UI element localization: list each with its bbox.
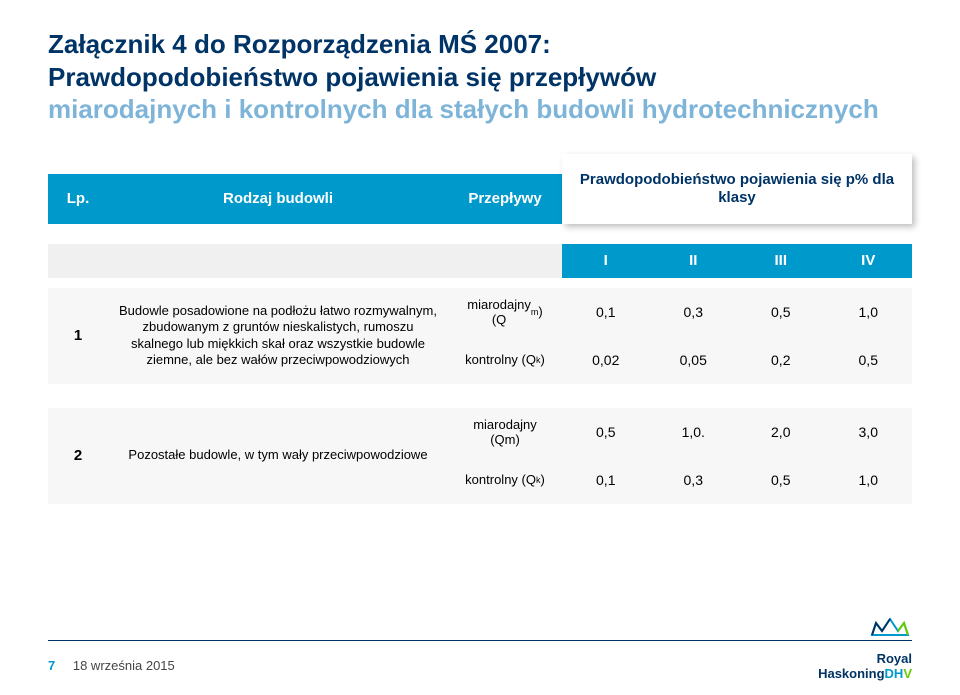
header-probability-label: Prawdopodobieństwo pojawienia się p% dla… (562, 154, 912, 224)
flow-label-miarodajny: miarodajny(Qm) (448, 408, 562, 456)
brand-part: V (903, 666, 912, 681)
slide-title: Załącznik 4 do Rozporządzenia MŚ 2007: P… (48, 28, 912, 126)
table-row: 2 Pozostałe budowle, w tym wały przeciwp… (48, 408, 912, 504)
class-IV: IV (825, 244, 913, 278)
value-cell: 1,0 (825, 456, 913, 504)
row-description: Pozostałe budowle, w tym wały przeciwpow… (108, 408, 448, 504)
crown-icon (868, 615, 912, 641)
brand-line-2: HaskoningDHV (818, 666, 912, 681)
class-II: II (650, 244, 738, 278)
class-header-row: I II III IV (48, 244, 912, 278)
value-cell: 0,5 (825, 336, 913, 384)
value-cell: 1,0 (825, 288, 913, 336)
table-row: 1 Budowle posadowione na podłożu łatwo r… (48, 288, 912, 384)
header-przeplywy: Przepływy (448, 174, 562, 224)
value-cell: 0,1 (562, 288, 650, 336)
value-cell: 0,5 (562, 408, 650, 456)
footer: 7 18 września 2015 (48, 658, 175, 673)
value-cell: 0,02 (562, 336, 650, 384)
page-number: 7 (48, 658, 55, 673)
brand-logo: Royal HaskoningDHV (762, 621, 912, 681)
title-line-1: Załącznik 4 do Rozporządzenia MŚ 2007: (48, 28, 912, 61)
value-cell: 0,3 (650, 456, 738, 504)
row-number: 2 (48, 408, 108, 504)
table-header-row: Lp. Rodzaj budowli Przepływy Prawdopodob… (48, 154, 912, 244)
value-cell: 0,5 (737, 456, 825, 504)
row-description: Budowle posadowione na podłożu łatwo roz… (108, 288, 448, 384)
probability-table: Lp. Rodzaj budowli Przepływy Prawdopodob… (48, 154, 912, 504)
brand-part: Haskoning (818, 666, 884, 681)
flow-label-kontrolny: kontrolny (Qk) (448, 456, 562, 504)
title-line-3: miarodajnych i kontrolnych dla stałych b… (48, 93, 912, 126)
value-cell: 2,0 (737, 408, 825, 456)
value-cell: 1,0. (650, 408, 738, 456)
brand-line-1: Royal (818, 651, 912, 666)
row-number: 1 (48, 288, 108, 384)
class-row-spacer (48, 244, 562, 278)
title-line-2: Prawdopodobieństwo pojawienia się przepł… (48, 61, 912, 94)
value-cell: 0,3 (650, 288, 738, 336)
flow-label-miarodajny: miarodajny(Qm) (448, 288, 562, 336)
footer-date: 18 września 2015 (73, 658, 175, 673)
value-cell: 0,5 (737, 288, 825, 336)
header-lp: Lp. (48, 174, 108, 224)
brand-part: DH (885, 666, 904, 681)
class-I: I (562, 244, 650, 278)
value-cell: 0,05 (650, 336, 738, 384)
flow-label-kontrolny: kontrolny (Qk) (448, 336, 562, 384)
value-cell: 0,2 (737, 336, 825, 384)
header-rodzaj: Rodzaj budowli (108, 174, 448, 224)
class-III: III (737, 244, 825, 278)
value-cell: 0,1 (562, 456, 650, 504)
value-cell: 3,0 (825, 408, 913, 456)
